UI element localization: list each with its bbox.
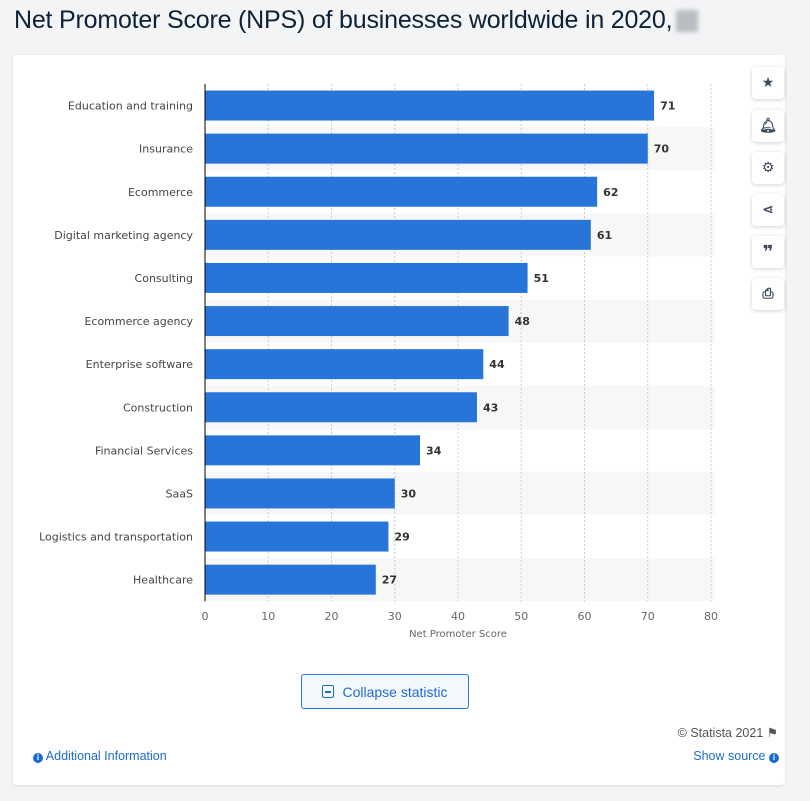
bar [205,564,376,595]
data-label: 61 [597,229,612,242]
settings-button[interactable]: ⚙ [752,152,784,184]
show-source-link[interactable]: Show source i [693,749,779,763]
print-icon: ⎙ [762,286,774,302]
data-label: 70 [654,143,670,156]
additional-information-link[interactable]: i Additional Information [33,749,167,763]
bar [205,435,421,466]
bar [205,133,648,164]
bar [205,90,655,121]
bar [205,306,509,337]
x-tick-label: 80 [704,610,718,623]
category-label: Insurance [139,143,193,156]
bell-icon: 🔔︎ [759,118,777,134]
share-button[interactable]: ⋖ [752,194,784,226]
bar [205,521,389,552]
bar [205,262,528,293]
data-label: 48 [515,315,530,328]
quote-icon: ❞ [762,241,774,263]
category-label: Healthcare [133,574,193,587]
data-label: 51 [534,272,549,285]
star-icon: ★ [761,75,775,91]
category-label: Financial Services [95,444,193,457]
print-button[interactable]: ⎙ [752,278,784,310]
bar [205,349,484,380]
data-label: 62 [603,186,618,199]
category-label: Education and training [68,100,193,113]
info-icon: i [769,753,779,763]
data-label: 30 [401,487,417,500]
collapse-statistic-button[interactable]: Collapse statistic [301,674,469,709]
category-label: SaaS [166,487,193,500]
x-tick-label: 20 [325,610,339,623]
category-label: Digital marketing agency [54,229,193,242]
data-label: 34 [426,444,442,457]
data-label: 43 [483,401,498,414]
x-tick-label: 30 [388,610,402,623]
cite-button[interactable]: ❞ [752,236,784,268]
category-label: Ecommerce [128,186,193,199]
x-tick-label: 40 [451,610,465,623]
notification-button[interactable]: 🔔︎ [752,110,784,142]
bar [205,219,591,250]
data-label: 71 [660,100,675,113]
category-label: Enterprise software [86,358,194,371]
gear-icon: ⚙ [761,160,775,176]
info-icon: i [33,753,43,763]
minus-square-icon [322,685,335,698]
favorite-button[interactable]: ★ [752,67,784,99]
flag-icon[interactable]: ⚑ [766,726,778,740]
bar [205,392,477,423]
x-axis-title: Net Promoter Score [409,629,507,640]
data-label: 29 [394,531,409,544]
collapse-label: Collapse statistic [342,683,448,700]
page-title: Net Promoter Score (NPS) of businesses w… [14,6,699,35]
data-label: 44 [489,358,505,371]
data-label: 27 [382,574,397,587]
category-label: Ecommerce agency [84,315,193,328]
x-tick-label: 70 [641,610,655,623]
bar [205,176,598,207]
copyright: © Statista 2021 ⚑ [677,726,778,740]
x-tick-label: 10 [261,610,275,623]
redacted-text [676,10,699,33]
x-tick-label: 50 [514,610,528,623]
category-label: Consulting [135,272,193,285]
x-tick-label: 60 [578,610,592,623]
category-label: Logistics and transportation [39,531,193,544]
share-icon: ⋖ [762,202,774,218]
category-label: Construction [123,401,193,414]
x-tick-label: 0 [202,610,209,623]
bar [205,478,395,509]
